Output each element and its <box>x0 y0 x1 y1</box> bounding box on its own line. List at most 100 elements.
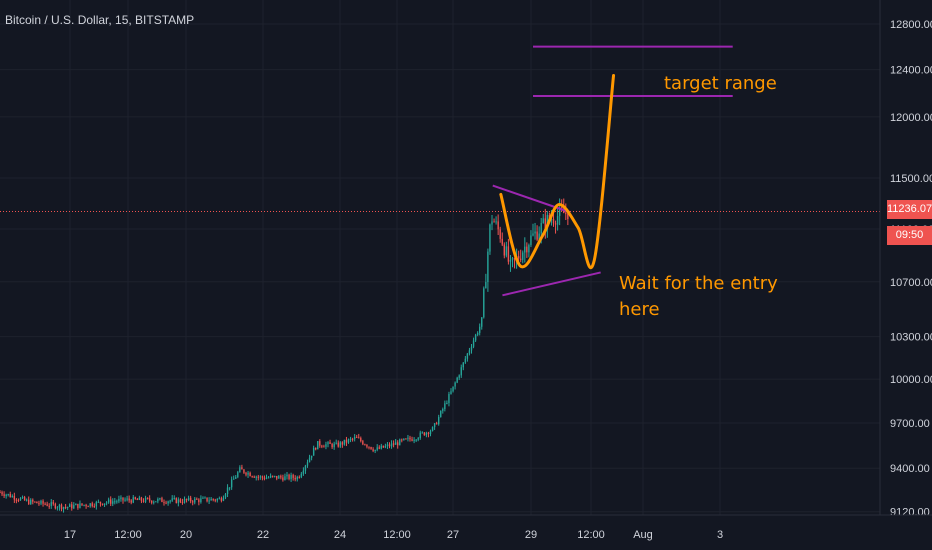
candle-body <box>257 476 259 478</box>
candle-body <box>7 494 9 496</box>
candle-body <box>11 495 13 498</box>
candle-body <box>187 497 190 501</box>
candle-body <box>438 417 440 425</box>
candle-body <box>9 494 11 498</box>
candle-body <box>440 410 442 418</box>
candle-body <box>93 506 95 508</box>
candle-body <box>296 476 298 480</box>
candle-body <box>216 498 218 501</box>
candle-body <box>513 258 516 260</box>
candle-body <box>62 506 65 510</box>
candle-body <box>243 469 245 473</box>
candle-body <box>153 501 155 503</box>
candle-body <box>317 441 319 450</box>
candle-body <box>294 477 296 480</box>
candle-body <box>276 475 278 479</box>
candle-body <box>91 503 93 507</box>
candle-body <box>239 467 241 473</box>
candle-body <box>112 501 114 504</box>
candle-body <box>360 438 362 442</box>
candle-body <box>241 467 243 470</box>
candle-body <box>196 498 198 500</box>
candle-body <box>192 501 194 503</box>
candle-body <box>124 499 126 501</box>
candle-body <box>366 445 368 447</box>
candle-body <box>550 219 553 221</box>
candle-body <box>44 503 46 505</box>
candle-body <box>481 317 483 327</box>
candle-body <box>497 221 499 230</box>
candle-body <box>48 505 50 507</box>
symbol-title: Bitcoin / U.S. Dollar, 15, BITSTAMP <box>5 13 195 27</box>
candle-body <box>69 504 71 507</box>
y-tick-label: 9120.00 <box>890 507 930 519</box>
candle-body <box>345 439 348 443</box>
candle-body <box>87 506 89 508</box>
candle-body <box>274 475 276 477</box>
candle-body <box>384 445 387 448</box>
candle-body <box>315 447 317 450</box>
candle-body <box>73 505 75 509</box>
candle-body <box>468 350 471 354</box>
candle-body <box>280 476 282 478</box>
x-tick-label: 22 <box>257 529 269 541</box>
candle-body <box>491 221 493 225</box>
candle-body <box>50 502 52 506</box>
candle-body <box>333 443 335 448</box>
candle-body <box>380 445 382 449</box>
candle-body <box>520 258 522 260</box>
candle-body <box>56 507 59 509</box>
candle-body <box>13 495 16 500</box>
x-tick-label: 12:00 <box>577 529 605 541</box>
candle-body <box>25 499 28 501</box>
candle-body <box>474 334 477 341</box>
candle-body <box>554 223 557 225</box>
candle-body <box>394 442 397 445</box>
candle-body <box>220 498 223 501</box>
candle-body <box>85 504 87 507</box>
candle-body <box>505 246 508 256</box>
candle-body <box>435 423 438 425</box>
candle-body <box>454 382 456 387</box>
candle-body <box>323 446 325 448</box>
candle-body <box>310 455 313 458</box>
x-tick-label: 12:00 <box>383 529 411 541</box>
candle-body <box>5 494 7 496</box>
candle-body <box>466 353 469 359</box>
candle-body <box>46 504 48 506</box>
candle-body <box>503 244 505 256</box>
candle-body <box>308 457 311 463</box>
y-tick-label: 9700.00 <box>890 418 930 430</box>
candle-body <box>479 326 481 333</box>
projection-curve <box>499 73 616 270</box>
candle-body <box>0 492 1 494</box>
candle-body <box>66 506 69 508</box>
candle-body <box>429 431 432 434</box>
candle-body <box>208 500 210 502</box>
y-tick-label: 9400.00 <box>890 463 930 475</box>
candle-body <box>462 362 464 368</box>
candle-body <box>542 218 544 224</box>
candle-body <box>399 439 401 446</box>
candle-body <box>353 436 356 439</box>
candle-body <box>517 256 520 259</box>
candle-body <box>325 444 327 447</box>
candle-body <box>300 473 303 478</box>
candle-body <box>335 442 337 444</box>
y-tick-label: 10300.00 <box>890 332 932 344</box>
candle-body <box>282 477 284 481</box>
candle-body <box>23 497 26 501</box>
current-price-tag: 11236.07 <box>887 200 932 219</box>
entry-label-line2: here <box>619 299 660 320</box>
candle-body <box>552 219 555 224</box>
candle-body <box>169 500 171 502</box>
target-range-label: target range <box>664 73 777 94</box>
candle-body <box>558 207 561 216</box>
candle-body <box>226 487 229 495</box>
candle-body <box>157 499 159 502</box>
candle-body <box>470 346 473 351</box>
candle-body <box>450 391 452 395</box>
y-tick-label: 12400.00 <box>890 65 932 77</box>
